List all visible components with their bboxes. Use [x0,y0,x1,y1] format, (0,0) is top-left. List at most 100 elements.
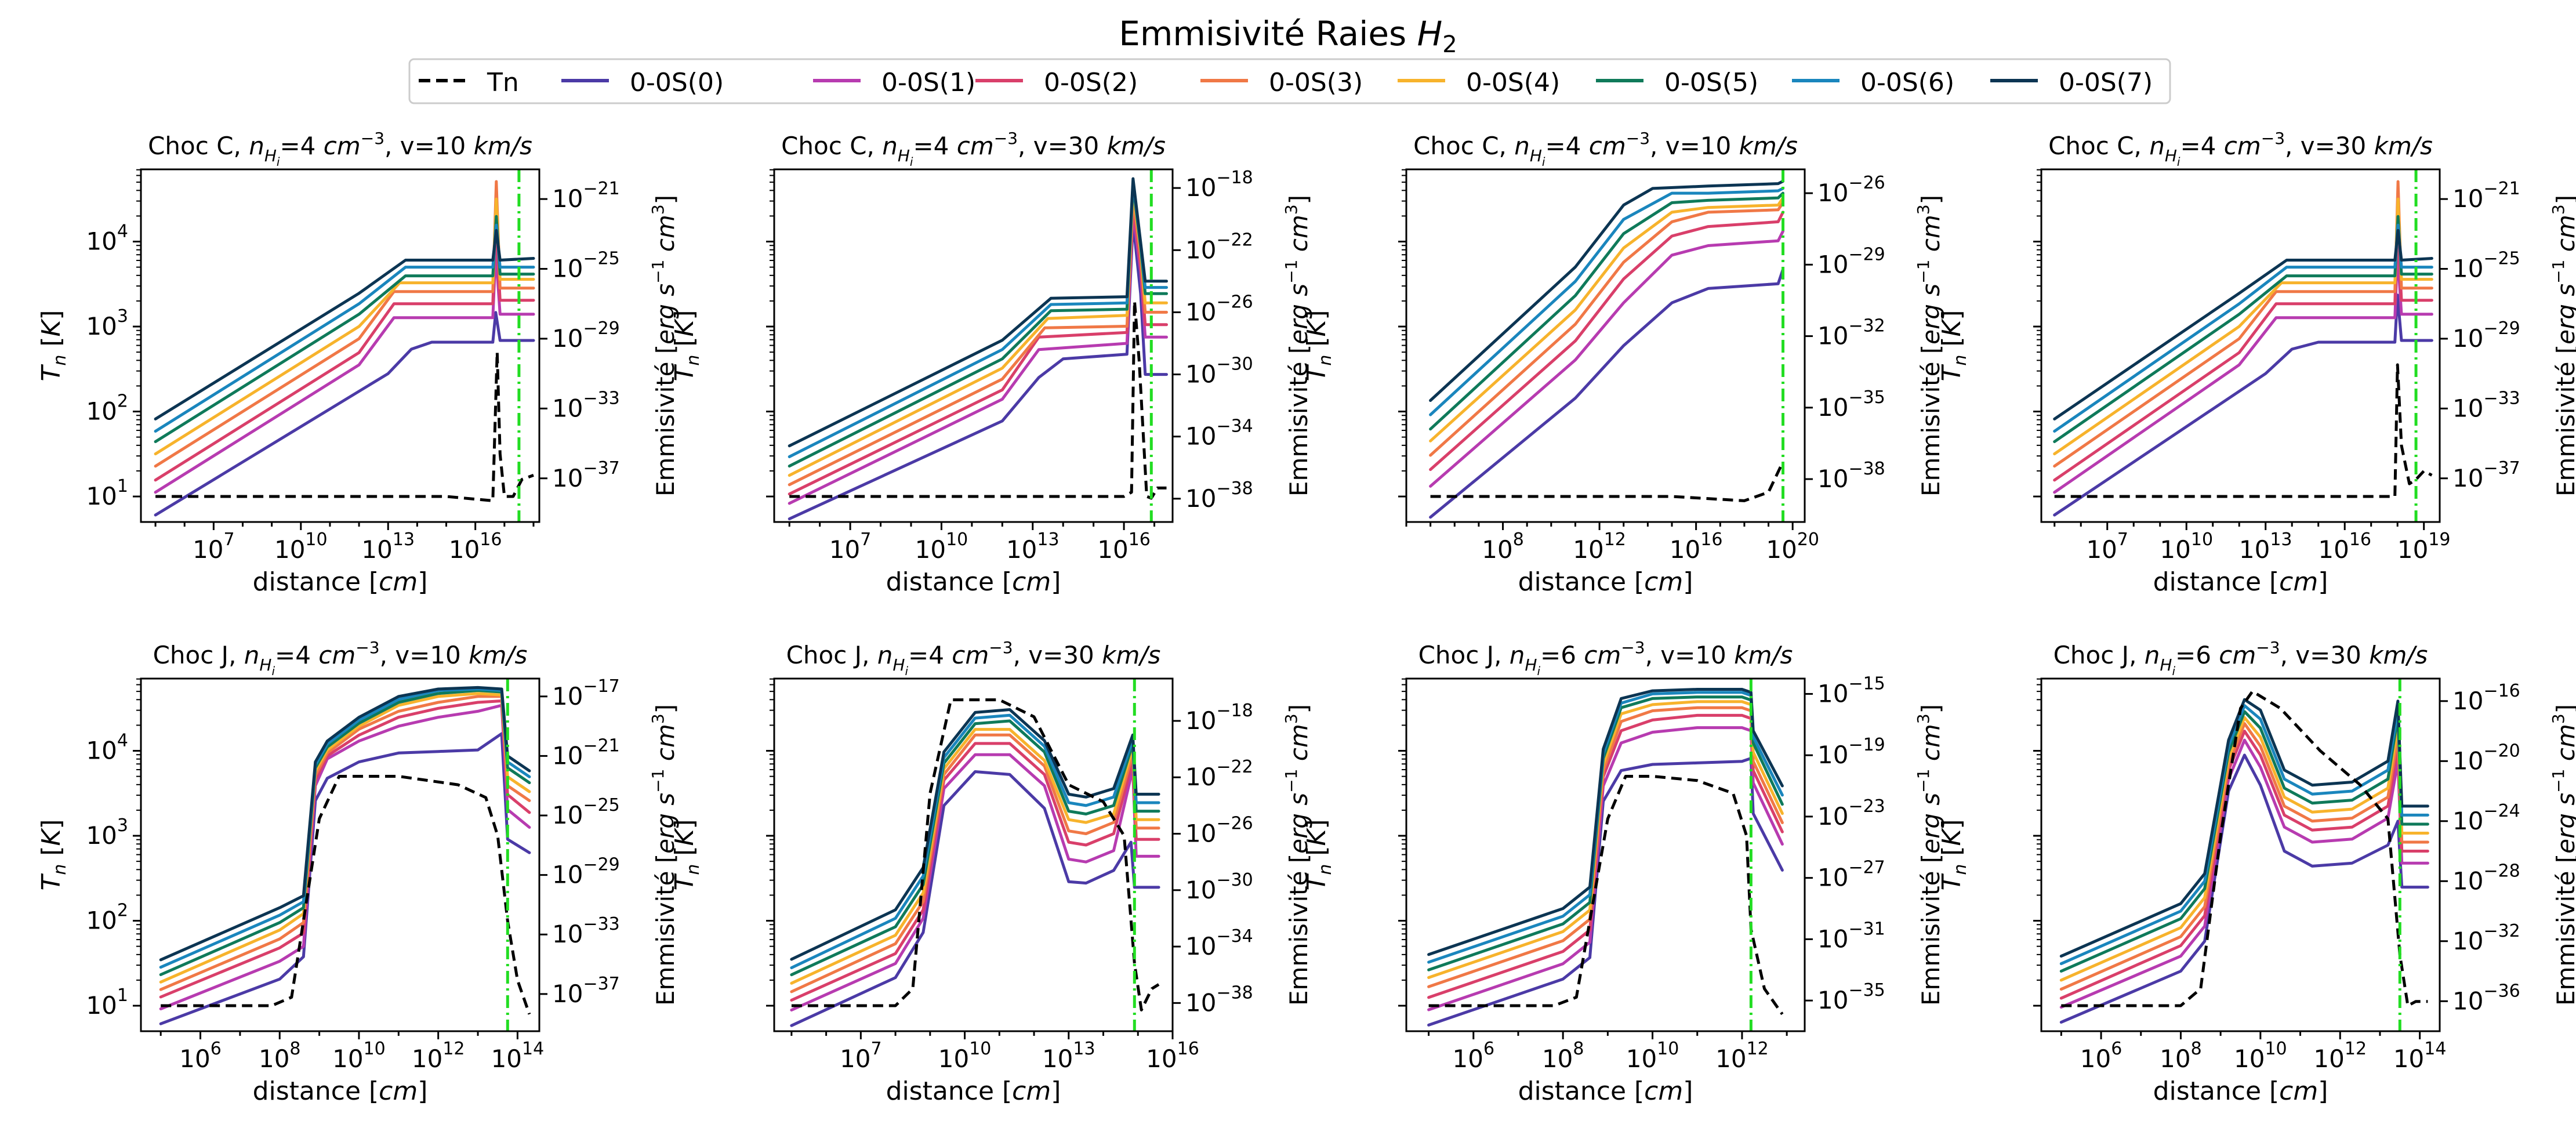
right-y-axis-label: Emmisivité [erg s−1 cm3] [648,704,680,1006]
x-tick-label: 107 [193,530,235,564]
series-line [788,211,1168,505]
series-line [1429,180,1784,402]
x-tick-label: 106 [1453,1039,1495,1073]
x-tick-label: 1012 [412,1039,465,1073]
legend-entries: Tn 0-0S(0) 0-0S(1) 0-0S(2) 0-0S(3) 0-0S(4) 0-0… [419,68,2153,97]
chart-panel: Choc J, nHi=4 cm−3, v=30 km/s 107 1010 1013… [670,638,1313,1106]
x-axis-label: distance [cm] [253,567,428,597]
series-line [2053,215,2433,482]
right-y-tick-label: 10−37 [2452,458,2520,492]
series-line [790,719,1160,977]
x-axis-label: distance [cm] [1518,567,1693,597]
panel-title: Choc J, nHi=6 cm−3, v=30 km/s [2053,638,2428,678]
panel-title: Choc J, nHi=4 cm−3, v=10 km/s [153,638,528,678]
series-line [2059,698,2429,958]
series-line [159,732,531,1025]
left-y-axis-label: Tn [K] [1302,819,1336,890]
x-tick-label: 1010 [332,1039,386,1073]
right-y-tick-label: 10−29 [1817,244,1885,278]
right-y-tick-label: 10−22 [1185,757,1253,791]
right-y-tick-label: 10−33 [552,388,620,422]
chart-panels: Choc C, nHi=4 cm−3, v=10 km/s 107 1010 1013… [37,129,2576,1106]
panel-title: Choc C, nHi=4 cm−3, v=30 km/s [2048,129,2433,169]
series-line [1429,268,1784,519]
x-tick-label: 1020 [1766,530,1819,564]
series-line [154,250,535,494]
right-y-tick-label: 10−19 [1817,735,1885,769]
series-line [159,692,531,984]
x-tick-label: 1016 [1670,530,1723,564]
series-line [788,220,1168,521]
series-group [1429,180,1784,519]
x-tick-label: 1010 [2160,530,2213,564]
right-y-tick-label: 10−21 [2452,179,2520,213]
right-y-tick-label: 10−26 [1185,292,1253,326]
series-line [788,195,1168,487]
left-y-axis-label: Tn [K] [1937,819,1971,890]
x-tick-label: 106 [179,1039,222,1073]
right-y-tick-label: 10−38 [1185,982,1253,1017]
series-line [2053,229,2433,420]
x-tick-label: 1014 [491,1039,545,1073]
series-line [1429,196,1784,443]
x-tick-label: 108 [259,1039,301,1073]
series-line [154,229,535,420]
series-line [159,695,531,991]
series-line [1429,230,1784,488]
left-y-tick-label: 101 [86,476,128,510]
legend-label: 0-0S(7) [2059,68,2153,97]
right-y-tick-label: 10−30 [1185,354,1253,389]
series-line [154,197,535,456]
figure-title: Emmisivité Raies H2 [1119,14,1457,58]
legend-entry: 0-0S(7) [1990,68,2153,97]
right-y-axis-label: Emmisivité [erg s−1 cm3] [2549,195,2576,496]
legend-label: 0-0S(2) [1044,68,1138,97]
x-tick-label: 1014 [2393,1039,2447,1073]
series-line [1429,187,1784,416]
left-y-axis-label: Tn [K] [37,310,70,381]
series-group [154,180,535,517]
right-y-tick-label: 10−28 [2452,861,2520,895]
series-line [788,177,1168,448]
right-y-axis-label: Emmisivité [erg s−1 cm3] [1914,195,1945,496]
x-tick-label: 1013 [2239,530,2292,564]
x-tick-label: 1016 [1097,530,1151,564]
series-group [788,177,1168,521]
legend-entry: 0-0S(5) [1596,68,1758,97]
right-y-tick-label: 10−18 [1185,701,1253,735]
left-y-axis-label: Tn [K] [1302,310,1336,381]
right-y-axis-label: Emmisivité [erg s−1 cm3] [2549,704,2576,1006]
series-line [2059,704,2429,966]
series-line [2053,293,2433,517]
legend-entry: 0-0S(6) [1792,68,1954,97]
x-tick-label: 1012 [1573,530,1626,564]
x-tick-label: 108 [1542,1039,1584,1073]
x-tick-label: 1010 [1626,1039,1679,1073]
series-line [790,708,1160,961]
legend-frame [408,58,2171,104]
chart-panel: Choc J, nHi=6 cm−3, v=30 km/s 106 108 1010 1… [1937,638,2576,1106]
chart-panel: Choc J, nHi=6 cm−3, v=10 km/s 106 108 1010 1… [1302,638,1945,1106]
series-line [2053,223,2433,433]
left-y-tick-label: 104 [86,222,128,256]
left-y-axis-label: Tn [K] [670,819,703,890]
right-y-tick-label: 10−32 [1817,316,1885,350]
right-y-tick-label: 10−20 [2452,741,2520,775]
right-y-tick-label: 10−29 [552,318,620,353]
chart-panel: Choc C, nHi=4 cm−3, v=10 km/s 107 1010 1013… [37,129,680,597]
series-line [1429,201,1784,457]
right-y-tick-label: 10−25 [552,795,620,829]
right-y-tick-label: 10−32 [2452,921,2520,955]
right-y-tick-label: 10−17 [552,676,620,710]
x-axis-label: distance [cm] [1518,1076,1693,1106]
x-tick-label: 107 [2086,530,2128,564]
series-group [159,686,531,1025]
x-tick-label: 1016 [449,530,502,564]
left-y-axis-label: Tn [K] [670,310,703,381]
left-y-tick-label: 101 [86,985,128,1020]
chart-panel: Choc J, nHi=4 cm−3, v=10 km/s 106 108 1010 1… [37,638,680,1106]
series-line [154,215,535,482]
right-y-tick-label: 10−21 [552,179,620,213]
series-line [790,770,1160,1027]
